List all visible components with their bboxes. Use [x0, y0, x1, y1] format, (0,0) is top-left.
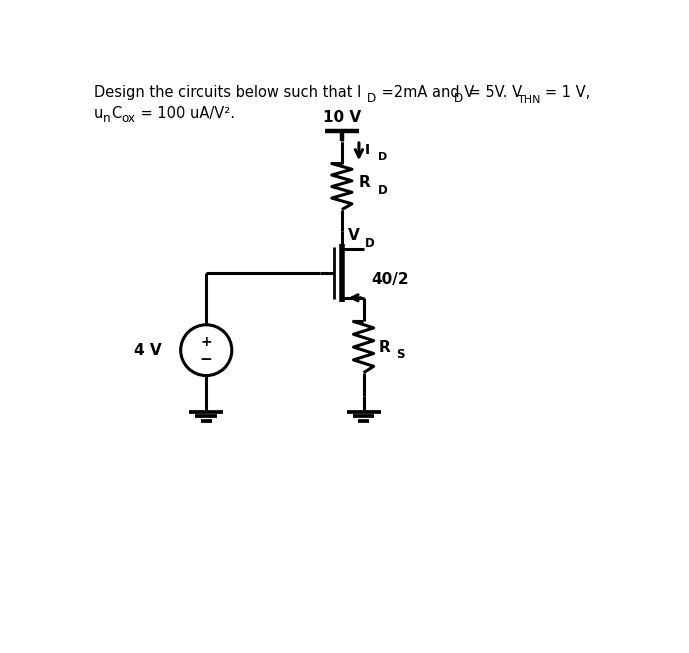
Text: R: R — [359, 175, 371, 190]
Text: D: D — [378, 184, 387, 197]
Text: R: R — [379, 340, 391, 355]
Text: u: u — [94, 106, 103, 121]
Text: +: + — [200, 335, 212, 349]
Text: = 1 V,: = 1 V, — [545, 85, 590, 100]
Text: D: D — [454, 92, 464, 105]
Text: −: − — [200, 353, 213, 368]
Text: I: I — [364, 143, 369, 157]
Text: V: V — [348, 229, 360, 244]
Text: =2mA and V: =2mA and V — [377, 85, 474, 100]
Text: ox: ox — [121, 112, 135, 125]
Text: D: D — [365, 237, 375, 250]
Text: Design the circuits below such that I: Design the circuits below such that I — [94, 85, 361, 100]
Text: = 100 uA/V².: = 100 uA/V². — [136, 106, 236, 121]
Text: C: C — [111, 106, 121, 121]
Text: D: D — [378, 152, 387, 162]
Text: 4 V: 4 V — [134, 343, 162, 358]
Text: = 5V. V: = 5V. V — [464, 85, 522, 100]
Text: 10 V: 10 V — [323, 110, 361, 125]
Text: THN: THN — [518, 95, 541, 105]
Text: n: n — [103, 112, 111, 125]
Text: 40/2: 40/2 — [371, 272, 409, 287]
Text: S: S — [396, 348, 404, 361]
Text: D: D — [367, 92, 376, 105]
